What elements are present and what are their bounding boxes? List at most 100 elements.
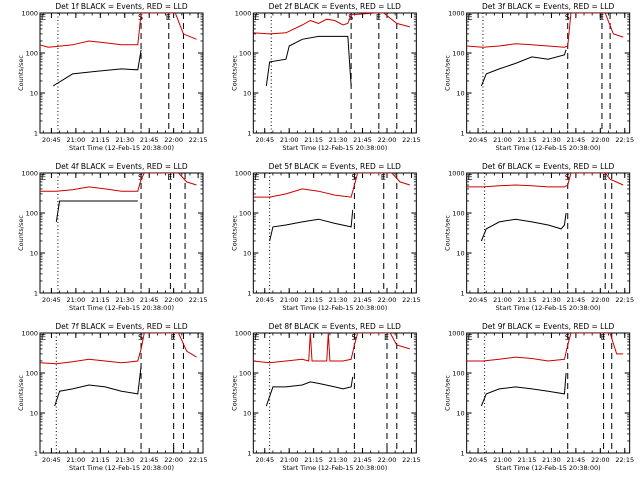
y-tick-label: 1: [34, 290, 38, 298]
series-line-events: [52, 49, 142, 87]
x-tick-label: 22:15: [402, 456, 421, 464]
marker-label-e: E: [601, 333, 606, 342]
y-tick-label: 1: [247, 450, 251, 458]
panel-title: Det 3f BLACK = Events, RED = LLD: [482, 2, 615, 11]
y-axis-label: Counts/sec: [230, 55, 238, 91]
x-tick-label: 21:30: [542, 456, 561, 464]
marker-label-s: S: [565, 13, 570, 22]
y-axis-label: Counts/sec: [17, 375, 25, 411]
x-tick-label: 22:00: [378, 136, 397, 144]
plot-frame: [466, 12, 631, 134]
panel-1: Det 1f BLACK = Events, RED = LLD 1 10 100 10…: [17, 2, 207, 152]
x-tick-label: 21:15: [91, 456, 110, 464]
y-tick-label: 1000: [21, 10, 38, 18]
y-tick-label: 100: [239, 50, 251, 58]
x-tick-label: 21:00: [66, 296, 85, 304]
x-tick-label: 21:45: [353, 456, 372, 464]
y-axis-label: Counts/sec: [230, 215, 238, 251]
panel-5: Det 5f BLACK = Events, RED = LLD 1 10 100 10…: [230, 162, 420, 312]
x-axis-label: Start Time (12-Feb-15 20:38:00): [496, 304, 601, 312]
x-tick-label: 22:00: [164, 136, 183, 144]
y-tick-label: 1: [247, 290, 251, 298]
panel-6: Det 6f BLACK = Events, RED = LLD 1 10 100 10…: [444, 162, 634, 312]
y-tick-label: 100: [239, 370, 251, 378]
x-tick-label: 21:15: [518, 136, 537, 144]
corner-marker-e: E: [41, 13, 46, 22]
y-tick-label: 10: [243, 90, 251, 98]
y-tick-label: 100: [26, 210, 38, 218]
x-tick-label: 22:15: [615, 456, 634, 464]
x-tick-label: 21:30: [542, 296, 561, 304]
marker-label-s: S: [138, 173, 143, 182]
x-axis-label: Start Time (12-Feb-15 20:38:00): [282, 144, 387, 152]
y-axis-label: Counts/sec: [444, 55, 452, 91]
x-tick-label: 21:30: [542, 136, 561, 144]
corner-marker-e: E: [254, 333, 259, 342]
x-tick-label: 21:00: [66, 136, 85, 144]
x-tick-label: 21:45: [140, 136, 159, 144]
x-tick-label: 20:45: [469, 456, 488, 464]
x-tick-label: 21:15: [304, 136, 323, 144]
panel-title: Det 2f BLACK = Events, RED = LLD: [269, 2, 402, 11]
series-line-lld: [466, 13, 624, 48]
marker-label-e: E: [167, 173, 172, 182]
series-line-events: [265, 35, 352, 87]
x-tick-label: 20:45: [469, 296, 488, 304]
y-tick-label: 100: [239, 210, 251, 218]
plot-frame: [252, 332, 417, 454]
x-tick-label: 21:30: [329, 296, 348, 304]
y-tick-label: 100: [26, 370, 38, 378]
series-line-events: [269, 209, 354, 242]
corner-marker-e: E: [41, 333, 46, 342]
x-tick-label: 21:30: [329, 136, 348, 144]
x-tick-label: 21:15: [518, 296, 537, 304]
panel-title: Det 9f BLACK = Events, RED = LLD: [482, 322, 615, 331]
marker-label-s: S: [351, 333, 356, 342]
series-line-lld: [253, 13, 410, 35]
x-tick-label: 20:45: [469, 136, 488, 144]
x-tick-label: 22:00: [164, 456, 183, 464]
x-tick-label: 21:00: [280, 456, 299, 464]
y-tick-label: 1000: [448, 330, 465, 338]
x-tick-label: 22:00: [378, 456, 397, 464]
x-axis-label: Start Time (12-Feb-15 20:38:00): [69, 144, 174, 152]
panel-title: Det 8f BLACK = Events, RED = LLD: [269, 322, 402, 331]
plot-frame: [466, 332, 631, 454]
x-tick-label: 22:15: [615, 296, 634, 304]
x-tick-label: 21:00: [493, 456, 512, 464]
x-tick-label: 22:00: [591, 136, 610, 144]
y-tick-label: 1000: [448, 10, 465, 18]
marker-label-s: S: [348, 13, 353, 22]
x-tick-label: 21:00: [280, 296, 299, 304]
series-line-events: [480, 49, 567, 87]
x-tick-label: 20:45: [42, 136, 61, 144]
y-tick-label: 1000: [21, 330, 38, 338]
plot-frame: [39, 172, 204, 294]
plot-frame: [252, 12, 417, 134]
panel-8: Det 8f BLACK = Events, RED = LLD 1 10 100 10…: [230, 322, 420, 472]
panel-title: Det 7f BLACK = Events, RED = LLD: [55, 322, 188, 331]
x-tick-label: 22:15: [402, 136, 421, 144]
marker-label-s: S: [565, 333, 570, 342]
marker-label-s: S: [565, 173, 570, 182]
y-tick-label: 10: [30, 90, 38, 98]
y-tick-label: 100: [26, 50, 38, 58]
series-line-events: [54, 365, 142, 407]
marker-label-s: S: [138, 333, 143, 342]
y-axis-label: Counts/sec: [17, 55, 25, 91]
series-line-events: [480, 372, 567, 407]
x-tick-label: 21:45: [140, 456, 159, 464]
panel-7: Det 7f BLACK = Events, RED = LLD 1 10 100 10…: [17, 322, 207, 472]
x-tick-label: 21:45: [567, 296, 586, 304]
x-tick-label: 21:45: [140, 296, 159, 304]
x-axis-label: Start Time (12-Feb-15 20:38:00): [69, 464, 174, 472]
y-tick-label: 1: [461, 290, 465, 298]
series-line-lld: [40, 333, 197, 365]
x-tick-label: 21:15: [518, 456, 537, 464]
y-tick-label: 1000: [235, 10, 252, 18]
series-line-lld: [253, 333, 410, 364]
x-tick-label: 21:15: [304, 456, 323, 464]
x-axis-label: Start Time (12-Feb-15 20:38:00): [496, 464, 601, 472]
y-tick-label: 100: [452, 210, 464, 218]
y-tick-label: 10: [456, 410, 464, 418]
